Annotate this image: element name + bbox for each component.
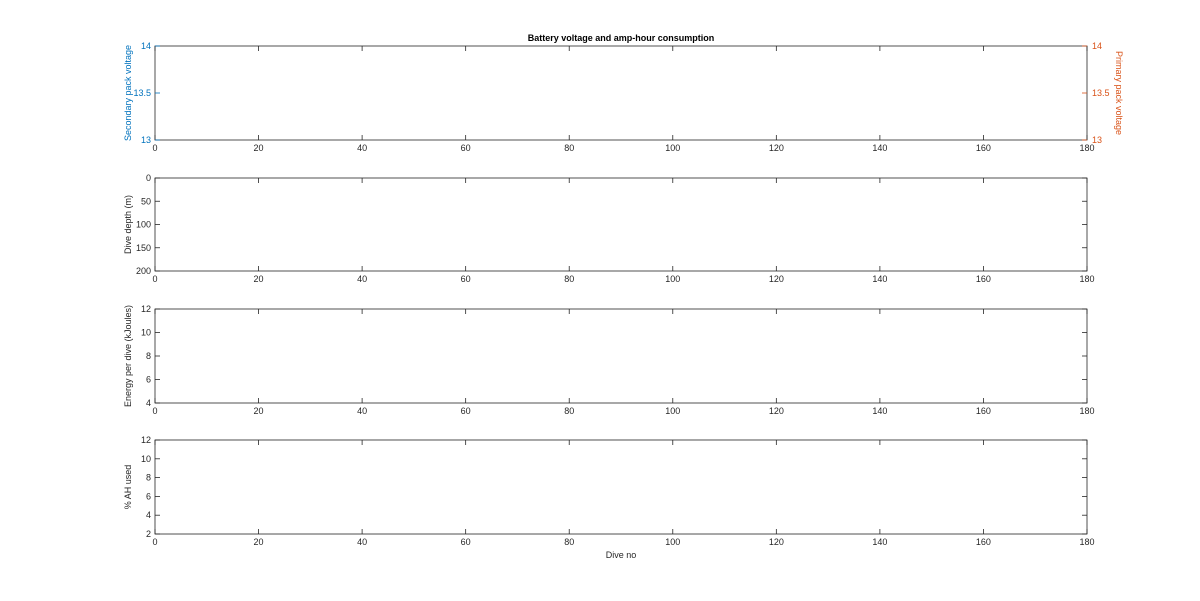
y-tick-label: 8 <box>146 473 151 483</box>
x-tick-label: 100 <box>665 274 680 284</box>
x-tick-label: 80 <box>564 143 574 153</box>
x-tick-label: 180 <box>1079 143 1094 153</box>
x-tick-label: 140 <box>872 537 887 547</box>
y-tick-label: 50 <box>141 196 151 206</box>
x-tick-label: 180 <box>1079 537 1094 547</box>
y-right-tick-label: 13.5 <box>1092 88 1110 98</box>
x-tick-label: 80 <box>564 406 574 416</box>
y-right-tick-label: 13 <box>1092 135 1102 145</box>
figure-title: Battery voltage and amp-hour consumption <box>528 33 715 43</box>
x-tick-label: 120 <box>769 406 784 416</box>
subplots: 0 20 40 60 80 100 120 140 160 1801313.514Secondar… <box>123 41 1124 560</box>
x-tick-label: 100 <box>665 537 680 547</box>
x-tick-label: 20 <box>254 537 264 547</box>
x-axis-label: Dive no <box>606 550 637 560</box>
subplot-1: 0 20 40 60 80 100 120 140 160 1801313.514Secondar… <box>123 41 1124 153</box>
y-tick-label: 200 <box>136 266 151 276</box>
x-tick-label: 160 <box>976 406 991 416</box>
y-tick-label: 13 <box>141 135 151 145</box>
x-tick-label: 80 <box>564 537 574 547</box>
x-tick-label: 160 <box>976 143 991 153</box>
x-tick-label: 40 <box>357 406 367 416</box>
x-tick-label: 120 <box>769 143 784 153</box>
x-tick-label: 40 <box>357 274 367 284</box>
axes-box <box>154 439 1088 535</box>
x-tick-label: 140 <box>872 406 887 416</box>
x-tick-label: 0 <box>152 274 157 284</box>
x-tick-label: 120 <box>769 274 784 284</box>
y-right-axis-label: Primary pack voltage <box>1114 51 1124 135</box>
x-tick-label: 0 <box>152 537 157 547</box>
x-tick-label: 60 <box>461 143 471 153</box>
axes-box <box>154 308 1088 404</box>
x-tick-label: 0 <box>152 143 157 153</box>
y-tick-label: 10 <box>141 454 151 464</box>
y-tick-label: 12 <box>141 304 151 314</box>
x-tick-label: 180 <box>1079 406 1094 416</box>
x-tick-label: 60 <box>461 537 471 547</box>
y-axis-label: Energy per dive (kJoules) <box>123 305 133 407</box>
y-tick-label: 13.5 <box>133 88 151 98</box>
x-tick-label: 160 <box>976 274 991 284</box>
y-tick-label: 8 <box>146 351 151 361</box>
y-tick-label: 14 <box>141 41 151 51</box>
y-tick-label: 6 <box>146 491 151 501</box>
subplot-2: 0 20 40 60 80 100 120 140 160 180 0 50 100 150 200 Dive… <box>123 173 1095 284</box>
y-tick-label: 100 <box>136 220 151 230</box>
y-tick-label: 0 <box>146 173 151 183</box>
x-tick-label: 60 <box>461 274 471 284</box>
y-right-tick-label: 14 <box>1092 41 1102 51</box>
x-tick-label: 80 <box>564 274 574 284</box>
y-tick-label: 6 <box>146 375 151 385</box>
x-tick-label: 20 <box>254 406 264 416</box>
subplot-4: 0 20 40 60 80 100 120 140 160 180 2 4 6 8 10 12 % AH use… <box>123 435 1095 560</box>
x-tick-label: 180 <box>1079 274 1094 284</box>
x-tick-label: 100 <box>665 143 680 153</box>
y-tick-label: 4 <box>146 398 151 408</box>
subplot-3: 0 20 40 60 80 100 120 140 160 180 4 6 8 10 12 Energy pe… <box>123 304 1095 416</box>
x-tick-label: 60 <box>461 406 471 416</box>
axes-box <box>154 45 1088 141</box>
y-tick-label: 4 <box>146 510 151 520</box>
y-axis-label: % AH used <box>123 465 133 510</box>
x-tick-label: 20 <box>254 143 264 153</box>
x-tick-label: 40 <box>357 537 367 547</box>
x-tick-label: 20 <box>254 274 264 284</box>
axes-box <box>154 177 1088 272</box>
y-tick-label: 12 <box>141 435 151 445</box>
y-tick-label: 10 <box>141 328 151 338</box>
x-tick-label: 40 <box>357 143 367 153</box>
y-axis-label: Secondary pack voltage <box>123 45 133 141</box>
x-tick-label: 160 <box>976 537 991 547</box>
x-tick-label: 0 <box>152 406 157 416</box>
x-tick-label: 120 <box>769 537 784 547</box>
x-tick-label: 140 <box>872 274 887 284</box>
y-tick-label: 2 <box>146 529 151 539</box>
x-tick-label: 140 <box>872 143 887 153</box>
y-axis-label: Dive depth (m) <box>123 195 133 254</box>
y-tick-label: 150 <box>136 243 151 253</box>
x-tick-label: 100 <box>665 406 680 416</box>
